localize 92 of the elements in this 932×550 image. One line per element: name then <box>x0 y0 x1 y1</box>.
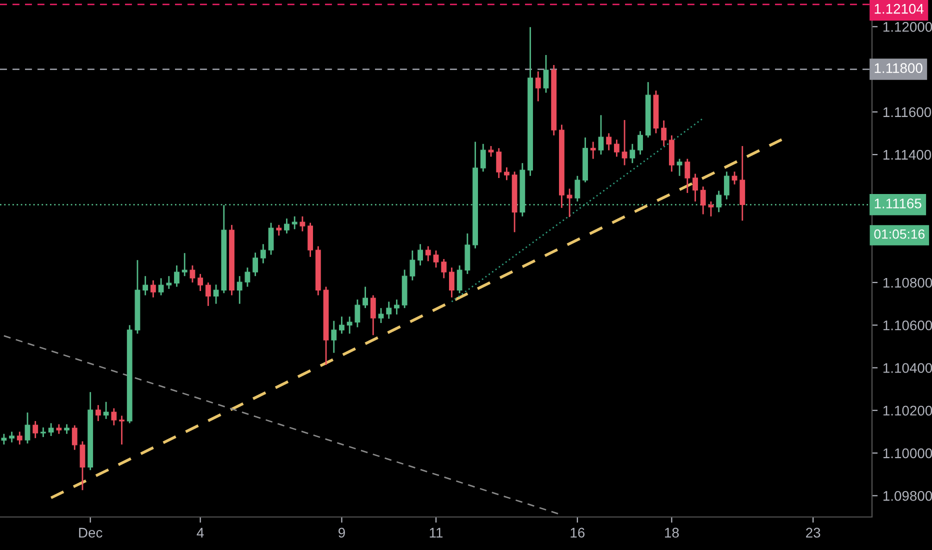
candlestick <box>418 243 423 266</box>
candlestick <box>182 252 188 277</box>
candlestick <box>354 298 360 328</box>
candlestick <box>56 424 62 435</box>
candlestick <box>276 224 282 236</box>
candlestick <box>252 252 258 277</box>
candlestick <box>684 158 690 194</box>
candlestick <box>708 200 714 218</box>
candlestick <box>449 266 454 298</box>
candlestick <box>362 286 368 309</box>
candlestick <box>284 218 290 234</box>
candlestick <box>441 258 447 279</box>
y-tick-label: 1.12000 <box>883 22 932 32</box>
candlestick <box>606 132 612 151</box>
candlestick <box>700 186 706 215</box>
candlestick <box>622 119 628 166</box>
candlestick <box>213 284 219 304</box>
y-tick-label: 1.10800 <box>883 278 932 288</box>
candlestick <box>504 166 510 181</box>
candlestick <box>346 316 352 334</box>
candlestick <box>205 282 211 307</box>
candlestick <box>535 70 541 102</box>
x-tick-label: 18 <box>665 528 679 538</box>
candlestick <box>32 420 38 439</box>
candlestick <box>630 143 636 164</box>
x-tick-label: 9 <box>338 528 345 538</box>
candlestick <box>676 158 682 177</box>
y-tick-label: 1.10400 <box>883 363 932 373</box>
candlestick <box>16 431 22 446</box>
y-tick-label: 1.10600 <box>883 320 932 330</box>
candlestick <box>72 424 78 451</box>
x-tick-label: 4 <box>196 528 204 538</box>
candlestick <box>150 280 156 298</box>
candlestick <box>614 138 620 158</box>
y-tick-label: 1.09800 <box>883 491 932 501</box>
candlestick <box>394 298 400 316</box>
candlestick <box>190 264 196 284</box>
candlestick <box>174 264 180 288</box>
y-tick-label: 1.10200 <box>883 406 932 416</box>
ref-line-label: 1.11800 <box>874 63 922 74</box>
candlestick <box>425 246 431 262</box>
candlestick <box>9 431 14 444</box>
candlestick <box>260 243 266 264</box>
candlestick <box>661 120 667 147</box>
candlestick <box>590 141 596 160</box>
candlestick <box>386 300 392 320</box>
ref-line-label: 1.11165 <box>874 198 922 208</box>
candlestick <box>692 173 698 202</box>
candlestick <box>410 250 416 282</box>
candlestick <box>103 401 109 420</box>
y-tick-label: 1.11400 <box>883 150 932 160</box>
candlestick <box>456 264 462 294</box>
candlestick <box>543 54 549 94</box>
candlestick <box>244 266 250 288</box>
candlestick <box>378 307 384 324</box>
candlestick <box>268 222 274 256</box>
candlestick <box>1 433 7 446</box>
candlestick <box>236 275 242 304</box>
candlestick <box>496 147 502 179</box>
candlestick <box>119 415 124 446</box>
candlestick <box>95 404 101 422</box>
candlestick <box>300 216 306 232</box>
candlestick <box>64 424 70 435</box>
candlestick <box>433 250 439 268</box>
candlestick <box>480 143 486 172</box>
candlestick <box>331 320 337 354</box>
candlestick <box>574 175 580 202</box>
y-tick-label: 1.10000 <box>883 448 932 458</box>
candlestick <box>566 188 572 218</box>
candlestick <box>598 114 604 156</box>
candlestick <box>142 275 148 296</box>
candlestick <box>40 426 46 438</box>
x-tick-label: 16 <box>570 528 585 538</box>
x-tick-label: 23 <box>806 528 820 538</box>
x-tick-label: 11 <box>430 528 443 538</box>
candlestick <box>638 130 643 156</box>
candlestick <box>48 422 54 437</box>
text: 01:05:16 <box>874 229 925 239</box>
candlestick <box>370 294 376 336</box>
candlestick <box>724 170 730 200</box>
ref-line-label: 1.12104 <box>874 4 924 14</box>
candlestick <box>339 316 344 334</box>
candlestick <box>111 408 117 426</box>
candlestick <box>80 440 86 491</box>
candlestick <box>166 275 172 290</box>
candlestick <box>488 145 494 158</box>
y-tick-label: 1.11600 <box>883 107 932 118</box>
candlestick <box>158 278 164 296</box>
x-tick-label: Dec <box>79 528 102 538</box>
candlestick <box>24 412 30 444</box>
candlestick <box>198 273 204 292</box>
candlestick <box>292 216 298 230</box>
